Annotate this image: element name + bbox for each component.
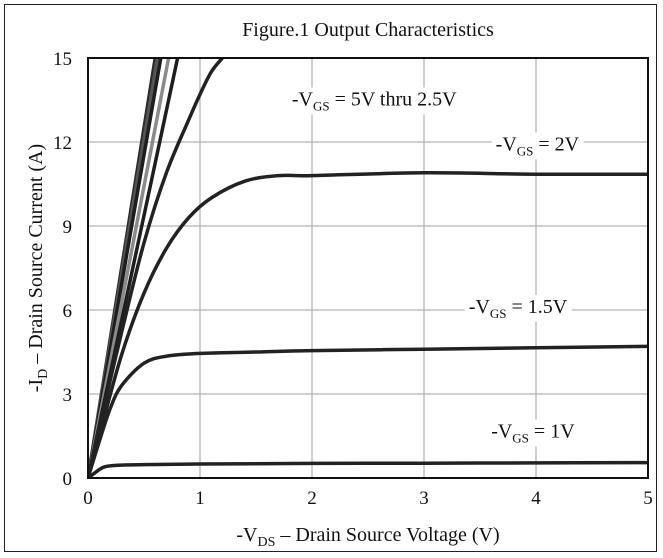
series-line-9: [88, 460, 648, 478]
curve-label-3: -VGS = 1.5V: [464, 294, 572, 322]
y-tick-label: 3: [63, 385, 73, 406]
curve-labels: -VGS = 5V thru 2.5V -VGS = 2V -VGS = 1.5V -…: [287, 87, 584, 447]
curve-label-text: -VGS = 5V thru 2.5V: [292, 89, 457, 114]
x-tick-label: 3: [419, 488, 429, 509]
y-axis-title: -ID – Drain Source Current (A): [25, 144, 51, 392]
curve-label-4: -VGS = 1V: [487, 419, 580, 447]
curve-label-background: [487, 419, 580, 447]
curve-label-text: -VGS = 1.5V: [469, 296, 568, 321]
curve-label-text: -VGS = 1V: [491, 420, 575, 445]
x-axis-title-prefix: -V: [236, 524, 258, 546]
chart-title: Figure.1 Output Characteristics: [242, 19, 494, 41]
x-tick-label: 2: [307, 488, 317, 509]
x-tick-label: 5: [643, 488, 653, 509]
y-tick-label: 6: [63, 301, 73, 322]
y-axis-title-prefix: -I: [25, 379, 47, 392]
x-axis-title: -VDS – Drain Source Voltage (V): [236, 524, 499, 550]
series-line-8: [88, 344, 648, 478]
figure-frame: [4, 4, 657, 552]
series-group: [88, 58, 648, 478]
curve-label-2: -VGS = 2V: [491, 132, 584, 160]
y-tick-label: 9: [63, 217, 73, 238]
curve-label-background: [464, 294, 572, 322]
x-axis-title-sub: DS: [257, 535, 275, 550]
x-axis-title-suffix: – Drain Source Voltage (V): [275, 524, 499, 546]
y-axis-title-suffix: – Drain Source Current (A): [25, 144, 47, 369]
y-tick-label: 0: [63, 469, 73, 490]
x-tick-labels: 0 1 2 3 4 5: [83, 488, 653, 509]
y-tick-label: 15: [53, 49, 72, 70]
series-line-6: [88, 58, 225, 478]
y-tick-labels: 0 3 6 9 12 15: [53, 49, 72, 490]
curve-label-1: -VGS = 5V thru 2.5V: [287, 87, 462, 115]
grid: [87, 57, 649, 479]
x-tick-label: 4: [531, 488, 541, 509]
y-tick-label: 12: [53, 133, 72, 154]
x-tick-label: 1: [195, 488, 205, 509]
series-line-7: [88, 171, 648, 478]
y-axis-title-sub: D: [36, 369, 51, 379]
curve-label-background: [287, 87, 462, 115]
curve-label-text: -VGS = 2V: [496, 133, 580, 158]
x-tick-label: 0: [83, 488, 93, 509]
plot-area-border: [87, 57, 649, 479]
curve-label-background: [491, 132, 584, 160]
